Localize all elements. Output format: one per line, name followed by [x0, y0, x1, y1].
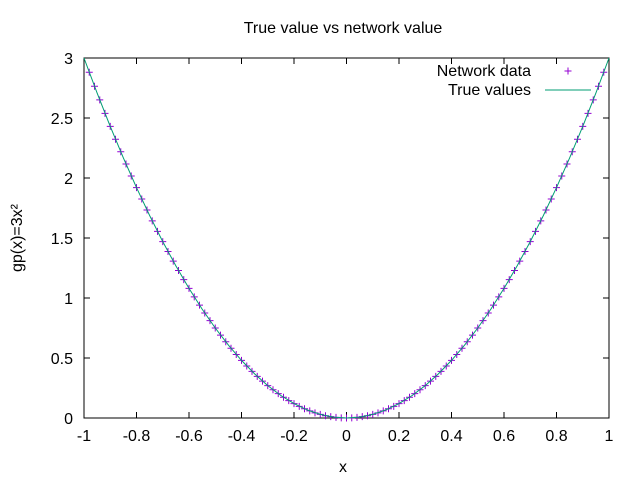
x-tick-label: -0.2 — [280, 428, 308, 445]
series-line — [83, 57, 610, 419]
x-tick-label: -0.4 — [228, 428, 256, 445]
legend-swatch — [564, 67, 572, 75]
x-tick-label: 0.6 — [493, 428, 515, 445]
series-true-values — [83, 57, 610, 419]
x-tick-label: 0.4 — [440, 428, 462, 445]
x-tick-label: 0.2 — [388, 428, 410, 445]
chart-title: True value vs network value — [244, 20, 443, 37]
y-axis-label: gp(x)=3x² — [9, 203, 26, 272]
legend: Network data True values — [437, 63, 591, 99]
legend-label: True values — [448, 82, 531, 99]
x-tick-label: 0.8 — [545, 428, 567, 445]
y-tick-label: 2.5 — [51, 111, 73, 128]
legend-label: Network data — [437, 63, 531, 80]
plot-area: -1 -0.8 -0.6 -0.4 -0.2 0 0.2 0.4 0.6 0.8 1 0 0.5 1 1.5… — [51, 51, 614, 445]
y-tick-label: 1 — [64, 291, 73, 308]
plot-frame — [83, 57, 610, 419]
x-tick-label: -1 — [77, 428, 91, 445]
x-axis-label: x — [339, 459, 347, 476]
x-tick-label: 1 — [605, 428, 614, 445]
y-tick-label: 1.5 — [51, 231, 73, 248]
y-tick-label: 3 — [64, 51, 73, 68]
x-tick-label: 0 — [342, 428, 351, 445]
x-tick-label: -0.6 — [175, 428, 203, 445]
series-network-data — [85, 68, 608, 422]
x-tick-label: -0.8 — [123, 428, 151, 445]
y-tick-label: 0.5 — [51, 351, 73, 368]
y-tick-label: 2 — [64, 171, 73, 188]
y-tick-label: 0 — [64, 411, 73, 428]
